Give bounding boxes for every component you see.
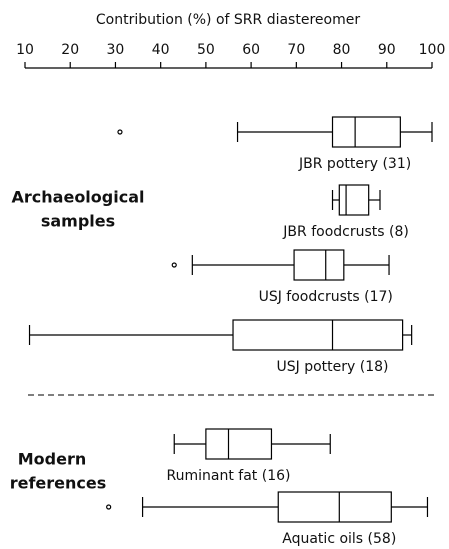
group-label: samples [41, 212, 115, 231]
box-label: USJ pottery (18) [277, 359, 389, 375]
box-label: USJ foodcrusts (17) [259, 289, 393, 305]
x-axis-title: Contribution (%) of SRR diastereomer [96, 12, 360, 28]
box-label: JBR foodcrusts (8) [282, 224, 409, 240]
box [338, 184, 370, 216]
box [293, 249, 345, 281]
outlier [117, 129, 123, 135]
x-tick-label: 50 [197, 42, 215, 58]
group-label: references [10, 474, 107, 493]
outlier [106, 504, 112, 510]
group-label: Modern [18, 450, 87, 469]
box [331, 116, 401, 148]
x-tick-label: 100 [419, 42, 446, 58]
x-tick-label: 80 [333, 42, 351, 58]
outlier [171, 262, 177, 268]
box [277, 491, 392, 523]
x-tick-label: 10 [16, 42, 34, 58]
box-label: Ruminant fat (16) [167, 468, 291, 484]
box [232, 319, 404, 351]
x-tick-label: 30 [107, 42, 125, 58]
x-tick-label: 60 [242, 42, 260, 58]
x-tick-label: 70 [287, 42, 305, 58]
group-label: Archaeological [12, 188, 145, 207]
x-tick-label: 20 [61, 42, 79, 58]
box [205, 428, 273, 460]
box-label: Aquatic oils (58) [282, 531, 396, 547]
x-tick-label: 90 [378, 42, 396, 58]
x-tick-label: 40 [152, 42, 170, 58]
box-label: JBR pottery (31) [298, 156, 411, 172]
